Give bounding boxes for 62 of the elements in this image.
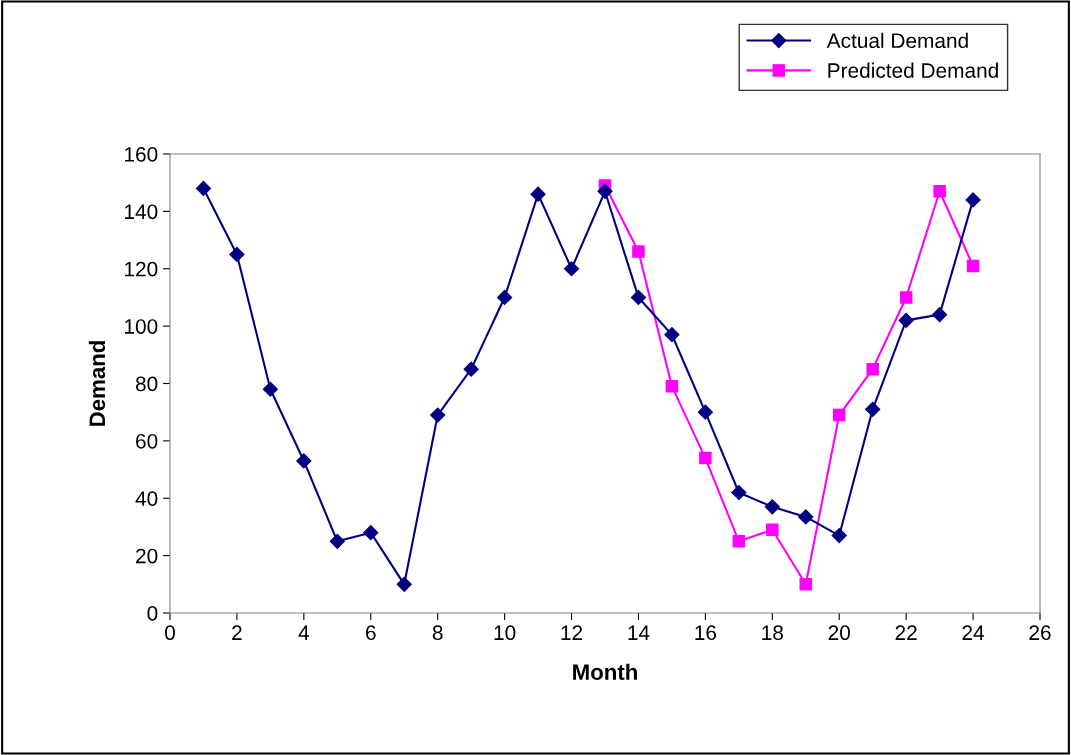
- y-tick-label: 160: [125, 147, 158, 162]
- point: [229, 246, 245, 262]
- point: [363, 525, 379, 541]
- point: [731, 484, 747, 501]
- point: [329, 533, 345, 549]
- x-tick-label: 4: [298, 625, 310, 640]
- x-tick-label: 6: [366, 625, 376, 641]
- y-tick-label: 120: [125, 261, 158, 277]
- point: [597, 183, 613, 199]
- x-tick-label: 18: [762, 625, 783, 641]
- point: [262, 381, 278, 397]
- point: [898, 312, 914, 328]
- point: [530, 186, 546, 202]
- x-tick-label: 8: [432, 625, 443, 641]
- y-tick-label: 20: [136, 548, 158, 564]
- y-tick-label: 0: [147, 606, 158, 621]
- point: [195, 180, 212, 196]
- point: [899, 291, 913, 304]
- point: [932, 307, 948, 323]
- point: [799, 578, 813, 591]
- point: [296, 453, 312, 469]
- point: [798, 509, 814, 525]
- x-tick-label: 24: [962, 625, 985, 640]
- point: [766, 523, 779, 537]
- point: [831, 527, 847, 544]
- point: [764, 499, 780, 515]
- y-tick-label: 100: [125, 319, 158, 334]
- x-tick-label: 2: [232, 625, 242, 640]
- point: [463, 361, 479, 377]
- point: [665, 380, 679, 393]
- point: [630, 289, 647, 306]
- y-tick-label: 40: [135, 491, 158, 506]
- x-tick-label: 10: [494, 625, 516, 641]
- point: [732, 535, 746, 548]
- x-tick-label: 22: [895, 625, 917, 640]
- point: [966, 259, 980, 273]
- point: [865, 401, 881, 417]
- y-tick-label: 60: [136, 433, 158, 449]
- x-tick-label: 16: [695, 625, 717, 641]
- point: [699, 451, 712, 465]
- point: [664, 327, 680, 343]
- x-tick-label: 0: [165, 625, 175, 641]
- point: [832, 408, 846, 422]
- x-tick-label: 20: [828, 625, 850, 641]
- y-tick-label: 140: [125, 204, 158, 220]
- point: [965, 192, 981, 208]
- point: [866, 362, 879, 376]
- point: [563, 261, 580, 277]
- point: [632, 245, 645, 258]
- y-axis-title: Demand: [88, 341, 106, 426]
- x-tick-label: 26: [1029, 625, 1051, 641]
- point: [430, 407, 446, 423]
- point: [933, 185, 946, 198]
- x-axis-title: Month: [573, 663, 637, 680]
- x-tick-label: 12: [561, 625, 583, 640]
- legend-label: Predicted Demand: [828, 62, 998, 78]
- point: [396, 576, 412, 592]
- y-tick-label: 80: [135, 376, 158, 392]
- point: [697, 404, 713, 420]
- point: [497, 289, 513, 306]
- legend-label: Actual Demand: [826, 32, 968, 49]
- x-tick-label: 14: [628, 625, 650, 640]
